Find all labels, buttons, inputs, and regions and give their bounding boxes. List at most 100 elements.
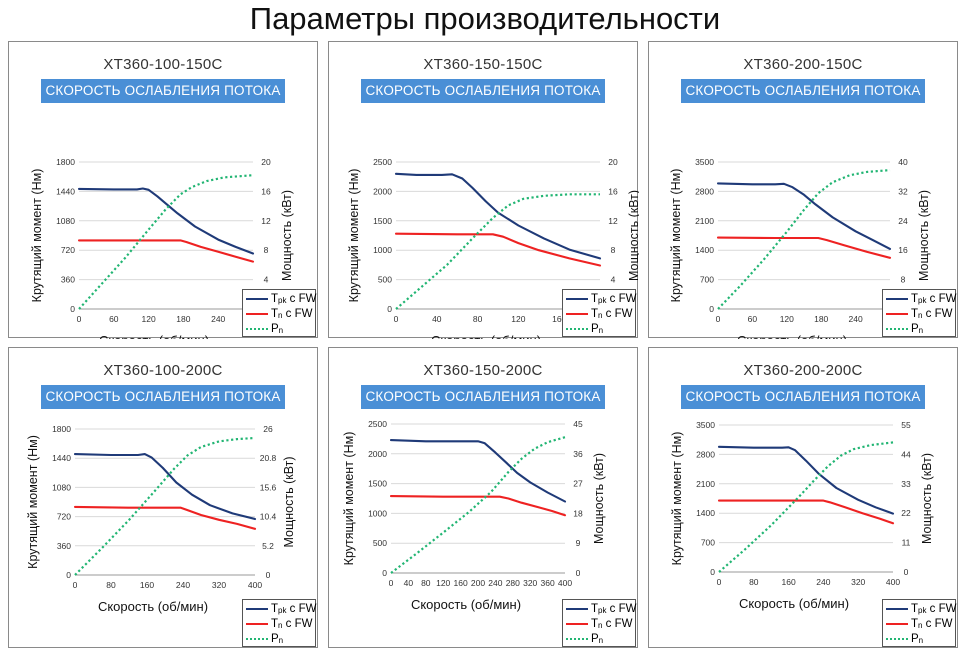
x-axis-title: Скорость (об/мин) (99, 333, 209, 339)
legend-label: Pn (591, 323, 604, 335)
flux-weakening-banner: СКОРОСТЬ ОСЛАБЛЕНИЯ ПОТОКА (361, 79, 605, 103)
y-tick-label: 2000 (373, 186, 392, 196)
y2-tick-label: 5.2 (262, 541, 274, 551)
legend-item-tpk: Tpk с FW (243, 602, 317, 616)
x-tick-label: 240 (176, 580, 190, 590)
series-line-tpk (394, 172, 602, 260)
y2-axis-title: Мощность (кВт) (592, 453, 606, 544)
legend-swatch (246, 638, 268, 640)
series-line-tpk (716, 182, 892, 250)
x-tick-label: 0 (73, 580, 78, 590)
y-tick-label: 2000 (368, 449, 387, 459)
y2-tick-label: 22 (901, 508, 911, 518)
legend-label: Tpk с FW (911, 603, 957, 615)
series-line-pn (395, 193, 600, 310)
legend-item-tpk: Tpk с FW (883, 292, 957, 306)
chart-title: XT360-200-200C (743, 362, 863, 379)
legend-swatch (246, 298, 268, 300)
y2-tick-label: 45 (573, 419, 583, 429)
legend-label: Tpk с FW (591, 603, 637, 615)
x-tick-label: 80 (473, 314, 483, 324)
chart-svg: 0700140021002800350008162432400601201802… (669, 157, 931, 339)
x-tick-label: 320 (851, 577, 865, 587)
x-tick-label: 200 (471, 578, 485, 588)
chart-title: XT360-150-200C (423, 362, 543, 379)
x-tick-label: 0 (716, 314, 721, 324)
y-tick-label: 1440 (56, 186, 75, 196)
x-tick-label: 120 (436, 578, 450, 588)
y-tick-label: 1080 (52, 482, 71, 492)
y2-tick-label: 16 (898, 245, 908, 255)
y2-axis-title: Мощность (кВт) (282, 456, 296, 547)
x-tick-label: 160 (782, 577, 796, 587)
y-axis-title: Крутящий момент (Нм) (30, 169, 44, 303)
y2-tick-label: 0 (266, 570, 271, 580)
y2-tick-label: 12 (608, 216, 618, 226)
y2-tick-label: 11 (902, 538, 911, 548)
page-title: Параметры производительности (249, 1, 721, 36)
y2-tick-label: 33 (901, 479, 911, 489)
y2-tick-label: 55 (901, 420, 911, 430)
chart-title: XT360-200-150C (743, 56, 863, 73)
x-tick-label: 400 (886, 577, 900, 587)
legend-label: Tpk с FW (271, 603, 317, 615)
chart-svg: 0 500 1000 1500 2000 2500 0 9 18 27 36 45 0 40 80 120 16… (342, 419, 606, 612)
legend-swatch (246, 608, 268, 610)
legend-item-pn: Pn (243, 632, 315, 646)
series-line-tn (717, 499, 895, 525)
y-tick-label: 500 (378, 275, 392, 285)
legend-swatch (566, 608, 588, 610)
series-line-tn (77, 239, 255, 263)
chart-panel: XT360-150-200C СКОРОСТЬ ОСЛАБЛЕНИЯ ПОТОКА… (328, 347, 638, 648)
y-tick-label: 1440 (52, 453, 71, 463)
legend-swatch (566, 313, 588, 315)
x-tick-label: 0 (77, 314, 82, 324)
x-tick-label: 240 (849, 314, 863, 324)
y2-tick-label: 10.4 (260, 512, 277, 522)
y2-tick-label: 0 (904, 567, 909, 577)
legend-label: Pn (271, 633, 284, 645)
x-tick-label: 0 (717, 577, 722, 587)
y-tick-label: 2100 (695, 216, 714, 226)
y-axis-title: Крутящий момент (Нм) (342, 432, 356, 566)
y2-axis-title: Мощность (кВт) (280, 190, 294, 281)
x-tick-label: 160 (552, 314, 566, 324)
y2-tick-label: 16 (261, 186, 271, 196)
y-axis-title: Крутящий момент (Нм) (669, 169, 683, 303)
legend-item-tpk: Tpk с FW (563, 602, 637, 616)
series-line-tpk (717, 445, 895, 515)
series-line-pn (74, 436, 256, 576)
x-tick-label: 400 (248, 580, 262, 590)
y-tick-label: 3500 (696, 420, 715, 430)
y-tick-label: 1400 (695, 245, 714, 255)
y-tick-label: 2500 (368, 419, 387, 429)
x-tick-label: 0 (394, 314, 399, 324)
legend-item-pn: Pn (563, 632, 635, 646)
legend-swatch (886, 328, 908, 330)
y2-tick-label: 9 (576, 538, 581, 548)
y-tick-label: 0 (387, 304, 392, 314)
legend-item-pn: Pn (883, 632, 955, 646)
y-axis-title: Крутящий момент (Нм) (347, 169, 361, 303)
y2-tick-label: 26 (263, 424, 273, 434)
legend-swatch (886, 608, 908, 610)
flux-weakening-banner: СКОРОСТЬ ОСЛАБЛЕНИЯ ПОТОКА (41, 385, 285, 409)
chart-svg: 0 700 1400 2100 2800 3500 0 11 22 33 44 55 0 80 160 240… (670, 420, 934, 611)
x-tick-label: 320 (523, 578, 537, 588)
legend-item-tpk: Tpk с FW (883, 602, 957, 616)
y-tick-label: 720 (57, 512, 71, 522)
x-tick-label: 160 (454, 578, 468, 588)
legend-swatch (886, 298, 908, 300)
x-tick-label: 60 (748, 314, 758, 324)
y2-tick-label: 15.6 (260, 482, 277, 492)
legend-item-pn: Pn (883, 322, 955, 336)
legend-item-pn: Pn (563, 322, 635, 336)
y-tick-label: 2800 (696, 449, 715, 459)
x-tick-label: 80 (749, 577, 759, 587)
flux-weakening-banner: СКОРОСТЬ ОСЛАБЛЕНИЯ ПОТОКА (361, 385, 605, 409)
flux-weakening-banner: СКОРОСТЬ ОСЛАБЛЕНИЯ ПОТОКА (681, 79, 925, 103)
legend-label: Tpk с FW (271, 293, 317, 305)
x-tick-label: 40 (404, 578, 414, 588)
legend-item-tn: Tn с FW (563, 307, 635, 321)
x-tick-label: 180 (814, 314, 828, 324)
